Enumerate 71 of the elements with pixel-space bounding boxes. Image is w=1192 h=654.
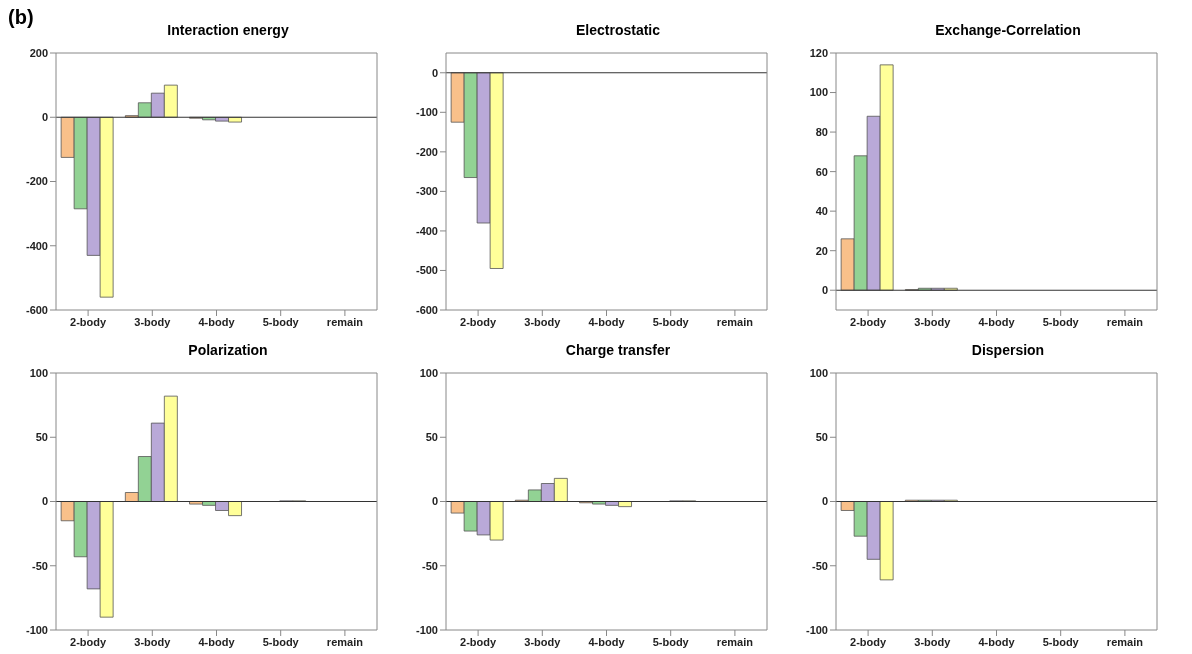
x-tick-label: 2-body <box>70 315 108 328</box>
x-tick-label: 2-body <box>460 315 498 328</box>
x-tick-label: 3-body <box>914 635 952 648</box>
y-tick-label: -600 <box>415 303 438 316</box>
x-tick-label: 5-body <box>262 635 300 648</box>
x-tick-label: 5-body <box>652 635 690 648</box>
y-tick-label: 100 <box>419 366 438 379</box>
chart-title: Charge transfer <box>564 341 672 360</box>
y-tick-label: -100 <box>415 623 438 636</box>
y-tick-label: 0 <box>41 111 48 124</box>
y-tick-label: -200 <box>415 145 438 158</box>
y-tick-label: 200 <box>29 46 48 59</box>
y-tick-label: 0 <box>41 495 48 508</box>
y-tick-label: 20 <box>815 244 828 257</box>
x-tick-label: remain <box>716 635 754 648</box>
chart-title: Interaction energy <box>167 22 289 38</box>
y-tick-label: -50 <box>32 559 48 572</box>
x-tick-label: 3-body <box>524 315 562 328</box>
x-tick-label: 4-body <box>978 315 1016 328</box>
y-tick-label: 80 <box>815 125 828 138</box>
y-tick-label: -400 <box>415 224 438 237</box>
text: (b) <box>8 6 34 29</box>
x-tick-label: 2-body <box>460 635 498 648</box>
y-tick-label: 50 <box>35 431 48 444</box>
y-tick-label: -100 <box>415 106 438 119</box>
y-tick-label: -200 <box>25 175 48 188</box>
x-tick-label: 4-body <box>198 315 236 328</box>
x-tick-label: remain <box>326 315 364 328</box>
x-tick-label: 4-body <box>588 315 626 328</box>
x-tick-label: remain <box>326 635 364 648</box>
x-tick-label: 3-body <box>914 315 952 328</box>
y-tick-label: -100 <box>805 623 828 636</box>
x-tick-label: 2-body <box>850 635 888 648</box>
x-tick-label: 5-body <box>262 315 300 328</box>
y-tick-label: -50 <box>812 559 828 572</box>
x-tick-label: 5-body <box>652 315 690 328</box>
y-tick-label: 0 <box>431 495 438 508</box>
chart-title: Polarization <box>187 341 269 360</box>
y-tick-label: 100 <box>29 366 48 379</box>
x-tick-label: remain <box>716 315 754 328</box>
y-tick-label: -500 <box>415 264 438 277</box>
x-tick-label: 2-body <box>850 315 888 328</box>
x-tick-label: 5-body <box>1042 635 1080 648</box>
y-tick-label: 0 <box>821 495 828 508</box>
y-tick-label: -100 <box>25 623 48 636</box>
y-tick-label: 100 <box>809 86 828 99</box>
x-tick-label: 4-body <box>978 635 1016 648</box>
y-tick-label: 50 <box>425 431 438 444</box>
x-tick-label: remain <box>1106 635 1144 648</box>
chart-title: Electrostatic <box>574 21 661 40</box>
y-tick-label: -50 <box>422 559 438 572</box>
x-tick-label: 3-body <box>134 635 172 648</box>
x-tick-label: 5-body <box>1042 315 1080 328</box>
y-tick-label: 50 <box>815 431 828 444</box>
y-tick-label: 40 <box>815 205 828 218</box>
x-tick-label: 2-body <box>70 635 108 648</box>
x-tick-label: 3-body <box>524 635 562 648</box>
x-tick-label: remain <box>1106 315 1144 328</box>
chart-title: Dispersion <box>970 341 1046 360</box>
y-tick-label: 120 <box>809 46 828 59</box>
x-tick-label: 3-body <box>134 315 172 328</box>
y-tick-label: 0 <box>821 284 828 297</box>
y-tick-label: -300 <box>415 185 438 198</box>
y-tick-label: 60 <box>815 165 828 178</box>
y-tick-label: -600 <box>25 303 48 316</box>
x-tick-label: 4-body <box>198 635 236 648</box>
y-tick-label: -400 <box>25 239 48 252</box>
y-tick-label: 100 <box>809 366 828 379</box>
y-tick-label: 0 <box>431 66 438 79</box>
chart-title: Exchange-Correlation <box>934 21 1082 40</box>
x-tick-label: 4-body <box>588 635 626 648</box>
